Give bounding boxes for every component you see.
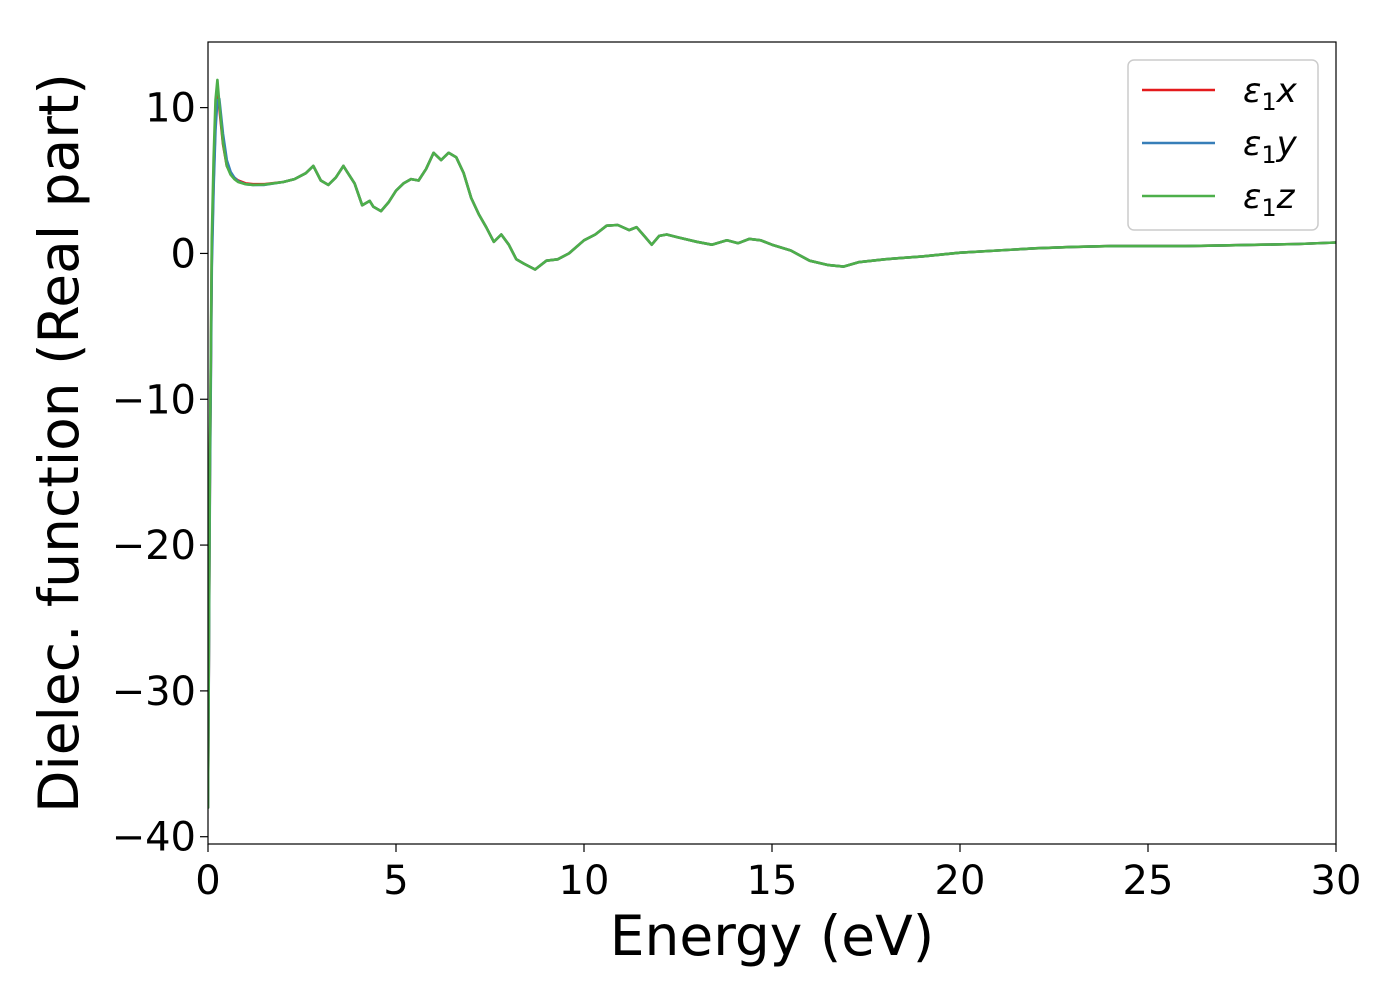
y-axis-label: Dielec. function (Real part) — [27, 73, 91, 813]
legend-label-subscript: 1 — [1261, 88, 1276, 116]
series-layer — [208, 78, 1336, 809]
legend-label-subscript: 1 — [1261, 141, 1276, 169]
x-tick-label: 10 — [559, 858, 610, 904]
y-tick-label: −30 — [112, 669, 196, 715]
x-tick-label: 5 — [383, 858, 408, 904]
legend-label-base: ε — [1243, 177, 1261, 217]
y-tick-label: −10 — [112, 377, 196, 423]
x-tick-label: 15 — [747, 858, 798, 904]
y-tick-label: 10 — [145, 86, 196, 132]
legend-label-z: ε1z — [1243, 177, 1296, 222]
y-tick-label: −40 — [112, 815, 196, 861]
x-axis-label: Energy (eV) — [610, 904, 934, 968]
series-line-z — [208, 78, 1336, 809]
legend-label-base: ε — [1243, 124, 1261, 164]
y-axis-ticks: −40 −30 −20 −10 0 10 — [112, 86, 208, 861]
x-axis-ticks: 0 5 10 15 20 25 30 — [195, 844, 1361, 904]
legend-label-y: ε1y — [1243, 124, 1298, 169]
y-tick-label: −20 — [112, 523, 196, 569]
y-tick-label: 0 — [171, 231, 196, 277]
legend-label-x: ε1x — [1243, 71, 1298, 116]
legend-label-variable: z — [1276, 177, 1296, 217]
legend-label-base: ε — [1243, 71, 1261, 111]
legend-label-variable: x — [1276, 71, 1298, 111]
x-tick-label: 0 — [195, 858, 220, 904]
legend-box — [1127, 59, 1319, 231]
x-tick-label: 30 — [1311, 858, 1362, 904]
x-tick-label: 25 — [1123, 858, 1174, 904]
legend-label-variable: y — [1276, 124, 1298, 164]
legend-label-subscript: 1 — [1261, 194, 1276, 222]
x-tick-label: 20 — [935, 858, 986, 904]
